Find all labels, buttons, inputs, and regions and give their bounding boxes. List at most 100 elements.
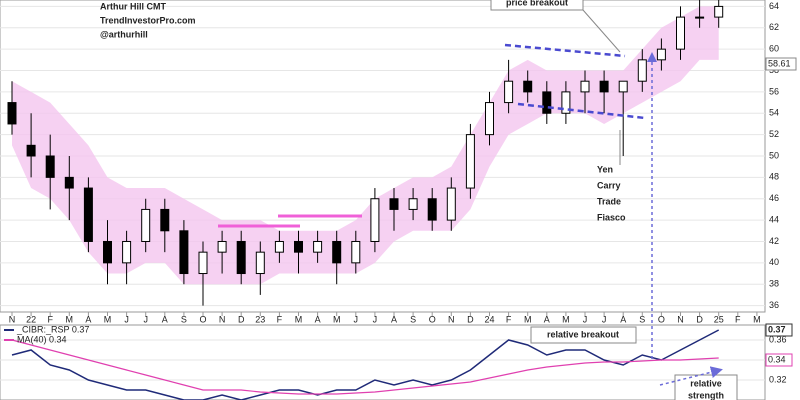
candle-body xyxy=(427,198,437,221)
last-value-label: 0.34 xyxy=(768,354,786,364)
candle-body xyxy=(637,59,647,82)
x-tick-label: 23 xyxy=(255,314,265,324)
y-tick-label: 54 xyxy=(769,108,779,118)
y-tick-label: 50 xyxy=(769,150,779,160)
x-tick-label: M xyxy=(66,314,74,324)
candle-body xyxy=(122,240,132,264)
candle-body xyxy=(294,240,303,253)
x-tick-label: A xyxy=(544,314,550,324)
annotation: relative xyxy=(690,378,722,388)
candle-body xyxy=(370,198,380,242)
candle-body xyxy=(599,80,609,93)
legend-label: MA(40) 0.34 xyxy=(17,334,67,344)
candle-body xyxy=(103,240,112,264)
x-tick-label: M xyxy=(753,314,761,324)
candle-body xyxy=(465,134,475,189)
candle-body xyxy=(446,187,456,221)
candle-body xyxy=(485,102,494,136)
last-value-box xyxy=(765,57,797,71)
candle-body xyxy=(504,80,514,104)
last-value-box xyxy=(765,353,793,367)
x-tick-label: J xyxy=(143,314,148,324)
series-line xyxy=(11,339,719,395)
candle-body xyxy=(141,208,151,242)
x-tick-label: M xyxy=(333,314,341,324)
candle-body xyxy=(198,251,208,275)
candle-body xyxy=(332,240,342,264)
x-tick-label: O xyxy=(429,314,436,324)
x-tick-label: J xyxy=(373,314,378,324)
annotation: price breakout xyxy=(506,0,568,7)
trend-line xyxy=(504,43,626,58)
candle-body xyxy=(160,208,170,232)
candle-body xyxy=(561,91,571,114)
annotation: Fiasco xyxy=(597,212,626,222)
candle-body xyxy=(618,80,628,93)
y-tick-label: 0.36 xyxy=(769,334,787,344)
y-tick-label: 44 xyxy=(769,214,779,224)
x-tick-label: D xyxy=(238,314,245,324)
x-tick-label: F xyxy=(277,314,283,324)
x-tick-label: 25 xyxy=(714,314,724,324)
annotation: strength xyxy=(688,390,724,400)
legend-label: _CIBR:_RSP 0.37 xyxy=(16,324,89,334)
last-value-label: 58.61 xyxy=(768,58,791,68)
connector xyxy=(582,9,621,53)
candle-body xyxy=(64,176,74,189)
y-tick-label: 48 xyxy=(769,172,779,182)
candle-body xyxy=(714,5,724,18)
x-tick-label: N xyxy=(677,314,684,324)
y-tick-label: 62 xyxy=(769,22,779,32)
rsp-panel xyxy=(0,324,766,400)
y-tick-label: 56 xyxy=(769,86,779,96)
x-tick-label: D xyxy=(696,314,703,324)
candle-body xyxy=(523,80,533,93)
last-value-label: 0.37 xyxy=(768,324,786,334)
annotation: Trade xyxy=(597,196,621,206)
x-tick-label: 24 xyxy=(484,314,494,324)
trend-arrow xyxy=(659,366,723,386)
x-tick-label: D xyxy=(467,314,474,324)
candle-body xyxy=(7,102,17,125)
candle-body xyxy=(217,240,227,253)
x-tick-label: A xyxy=(162,314,168,324)
label-box xyxy=(530,326,637,344)
candle-body xyxy=(313,240,323,253)
candle-body xyxy=(351,240,361,264)
x-tick-label: M xyxy=(524,314,532,324)
candle-body xyxy=(255,251,265,275)
candle-body xyxy=(695,16,705,19)
label-box xyxy=(490,0,584,11)
series-line xyxy=(11,329,720,400)
x-tick-label: F xyxy=(735,314,741,324)
candle-body xyxy=(389,198,399,210)
x-tick-label: S xyxy=(410,314,416,324)
x-tick-label: N xyxy=(9,314,16,324)
arrow-head xyxy=(647,52,657,62)
candle-body xyxy=(274,240,284,253)
y-tick-label: 40 xyxy=(769,257,779,267)
x-tick-label: A xyxy=(620,314,626,324)
annotation: TrendInvestorPro.com xyxy=(100,15,196,25)
last-value-box xyxy=(765,323,793,337)
x-tick-label: J xyxy=(583,314,588,324)
y-tick-label: 60 xyxy=(769,44,779,54)
candle-body xyxy=(236,240,246,275)
candle-body xyxy=(408,198,418,210)
annotation: @arthurhill xyxy=(100,29,148,39)
x-tick-label: O xyxy=(199,314,206,324)
y-tick-label: 36 xyxy=(769,300,779,310)
annotation: relative breakout xyxy=(547,329,619,339)
y-tick-label: 38 xyxy=(769,279,779,289)
x-tick-label: O xyxy=(658,314,665,324)
x-tick-label: N xyxy=(448,314,455,324)
candle-body xyxy=(45,155,55,178)
x-tick-label: J xyxy=(124,314,129,324)
y-tick-label: 64 xyxy=(769,1,779,11)
x-tick-label: S xyxy=(639,314,645,324)
y-tick-label: 46 xyxy=(769,193,779,203)
x-tick-label: N xyxy=(219,314,226,324)
candle-body xyxy=(656,48,666,61)
price-plot xyxy=(0,0,765,307)
